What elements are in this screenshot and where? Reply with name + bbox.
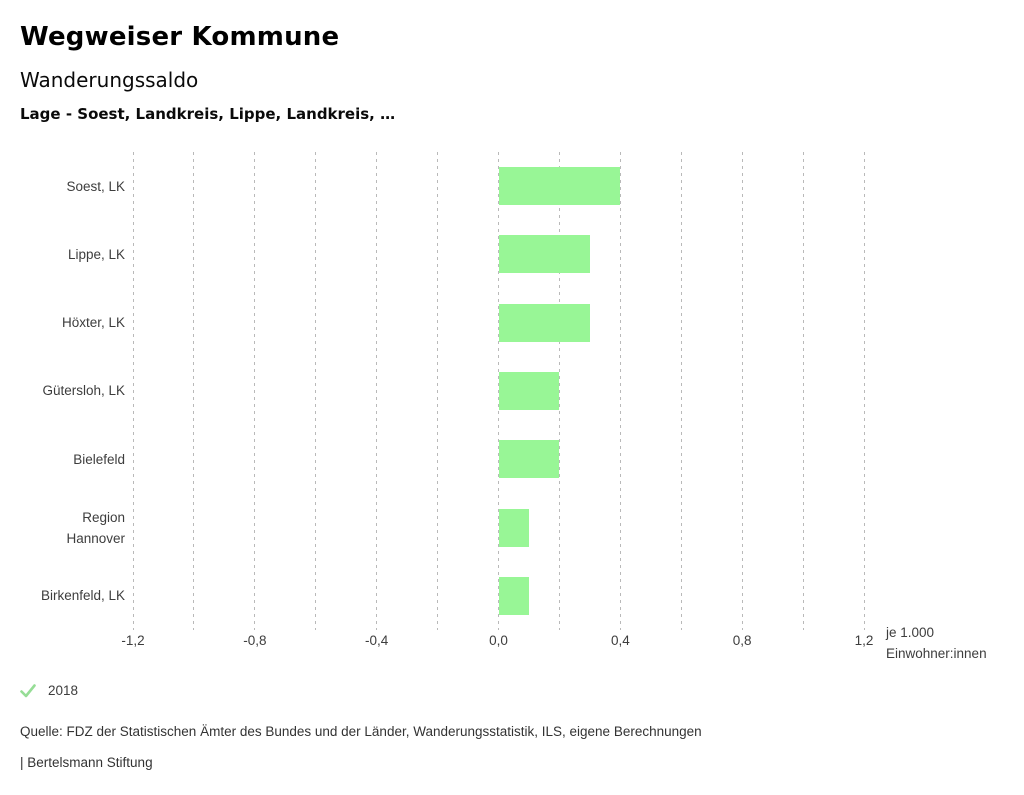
gridline	[376, 152, 378, 630]
legend-label: 2018	[48, 683, 79, 698]
gridline	[680, 152, 682, 630]
gridline	[619, 152, 621, 630]
gridline	[802, 152, 804, 630]
category-label: Region Hannover	[66, 509, 125, 546]
gridline	[741, 152, 743, 630]
category-label: Bielefeld	[73, 451, 125, 467]
x-axis-unit-line1: je 1.000	[886, 625, 935, 640]
bar-region-hannover[interactable]	[498, 508, 529, 547]
x-axis-unit-label: je 1.000 Einwohner:innen	[886, 622, 987, 664]
bar-lippe-lk[interactable]	[498, 235, 590, 274]
chart-title: Wanderungssaldo	[20, 68, 199, 92]
x-tick-label: 0,0	[489, 633, 508, 648]
x-tick-label: 1,2	[854, 633, 874, 648]
gridline	[315, 152, 317, 630]
page-title: Wegweiser Kommune	[20, 22, 340, 52]
x-tick-label: 0,8	[732, 633, 752, 648]
bar-bielefeld[interactable]	[498, 440, 560, 479]
legend-item-2018[interactable]: 2018	[20, 683, 78, 698]
category-label: Höxter, LK	[61, 315, 125, 331]
bar-gütersloh-lk[interactable]	[498, 372, 560, 410]
y-axis-labels: Soest, LK Lippe, LK Höxter, LK Gütersloh, L…	[0, 152, 125, 630]
category-label: Birkenfeld, LK	[40, 588, 125, 604]
plot-area	[132, 152, 865, 630]
x-tick-label: -0,4	[365, 633, 389, 648]
category-label: Soest, LK	[66, 178, 125, 194]
bar-soest-lk[interactable]	[498, 167, 621, 206]
x-axis-unit-line2: Einwohner:innen	[886, 646, 987, 661]
x-tick-label: 0,4	[610, 633, 630, 648]
source-text: Quelle: FDZ der Statistischen Ämter des …	[20, 724, 702, 739]
chart-filter-label: Lage - Soest, Landkreis, Lippe, Landkrei…	[20, 105, 396, 123]
gridline	[193, 152, 195, 630]
category-label: Lippe, LK	[67, 246, 125, 262]
gridline	[863, 152, 865, 630]
category-label: Gütersloh, LK	[42, 383, 125, 399]
gridline	[558, 152, 560, 630]
bar-höxter-lk[interactable]	[498, 303, 590, 342]
bar-birkenfeld-lk[interactable]	[498, 576, 529, 615]
gridline	[437, 152, 439, 630]
x-tick-label: -1,2	[121, 633, 145, 648]
gridline	[254, 152, 256, 630]
gridline	[132, 152, 134, 630]
attribution-text: | Bertelsmann Stiftung	[20, 755, 153, 770]
x-tick-label: -0,8	[243, 633, 267, 648]
check-icon	[20, 683, 36, 697]
